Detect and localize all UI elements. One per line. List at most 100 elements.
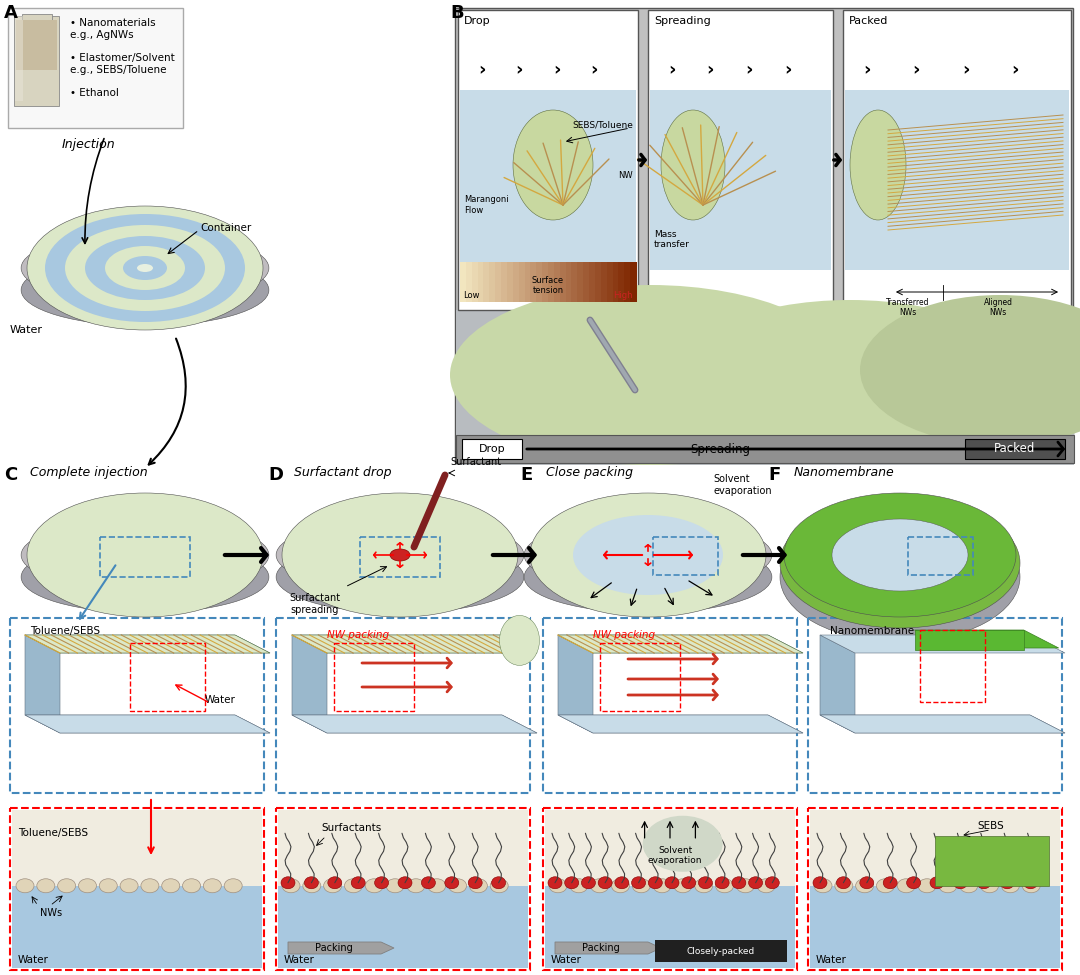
Text: Mass
transfer: Mass transfer bbox=[654, 230, 690, 250]
Bar bbox=[462, 439, 522, 459]
Ellipse shape bbox=[79, 878, 96, 893]
Bar bbox=[589, 262, 595, 302]
Polygon shape bbox=[288, 942, 394, 954]
Bar bbox=[919, 630, 985, 702]
Text: ›: › bbox=[784, 61, 792, 79]
Bar bbox=[276, 808, 530, 970]
Bar bbox=[22, 14, 52, 32]
Ellipse shape bbox=[16, 878, 33, 893]
Text: Water: Water bbox=[816, 955, 847, 965]
Ellipse shape bbox=[835, 878, 853, 893]
Bar bbox=[12, 885, 262, 968]
Ellipse shape bbox=[643, 816, 723, 872]
Text: Surfactants: Surfactants bbox=[321, 823, 381, 833]
Ellipse shape bbox=[513, 110, 593, 220]
Text: Packing: Packing bbox=[315, 943, 353, 953]
Bar bbox=[334, 643, 414, 711]
Text: SEBS/Toluene: SEBS/Toluene bbox=[572, 121, 633, 130]
Text: Packed: Packed bbox=[995, 443, 1036, 455]
Text: Marangoni
Flow: Marangoni Flow bbox=[464, 195, 509, 214]
Bar bbox=[571, 262, 578, 302]
Ellipse shape bbox=[699, 877, 713, 889]
Text: • Ethanol: • Ethanol bbox=[70, 88, 119, 98]
Ellipse shape bbox=[674, 878, 692, 893]
Ellipse shape bbox=[573, 515, 723, 595]
Ellipse shape bbox=[183, 878, 201, 893]
Bar bbox=[600, 643, 680, 711]
Bar bbox=[545, 810, 795, 885]
Bar bbox=[542, 262, 549, 302]
Text: Drop: Drop bbox=[478, 444, 505, 454]
Polygon shape bbox=[820, 635, 855, 733]
Polygon shape bbox=[820, 715, 1065, 733]
Bar bbox=[100, 537, 190, 577]
Bar bbox=[810, 885, 1059, 968]
Ellipse shape bbox=[766, 877, 780, 889]
Bar bbox=[578, 262, 583, 302]
Bar bbox=[496, 262, 501, 302]
Ellipse shape bbox=[855, 878, 874, 893]
Bar bbox=[507, 262, 513, 302]
Text: SEBS: SEBS bbox=[977, 821, 1004, 831]
Bar bbox=[935, 836, 1050, 885]
Bar bbox=[810, 810, 1059, 885]
Ellipse shape bbox=[715, 877, 729, 889]
Text: Transferred
NWs: Transferred NWs bbox=[887, 298, 930, 318]
Ellipse shape bbox=[445, 877, 459, 889]
Ellipse shape bbox=[524, 519, 772, 591]
Bar bbox=[460, 90, 636, 270]
Text: ›: › bbox=[706, 61, 714, 79]
Ellipse shape bbox=[591, 878, 609, 893]
Text: ›: › bbox=[515, 61, 523, 79]
Text: Solvent
evaporation: Solvent evaporation bbox=[648, 846, 702, 866]
Bar bbox=[845, 90, 1069, 270]
Polygon shape bbox=[558, 635, 804, 653]
Ellipse shape bbox=[661, 110, 725, 220]
Ellipse shape bbox=[22, 232, 269, 304]
Ellipse shape bbox=[530, 493, 766, 617]
Bar bbox=[843, 10, 1071, 310]
Ellipse shape bbox=[120, 878, 138, 893]
Bar bbox=[525, 262, 531, 302]
Bar bbox=[477, 262, 484, 302]
Bar bbox=[908, 537, 973, 575]
Text: Surfactant
spreading: Surfactant spreading bbox=[289, 593, 340, 614]
Polygon shape bbox=[292, 635, 537, 653]
Ellipse shape bbox=[365, 878, 383, 893]
Ellipse shape bbox=[836, 877, 850, 889]
Ellipse shape bbox=[57, 878, 76, 893]
Ellipse shape bbox=[499, 615, 540, 665]
Bar bbox=[456, 435, 1074, 463]
Bar bbox=[489, 262, 496, 302]
Ellipse shape bbox=[813, 877, 827, 889]
Text: B: B bbox=[450, 4, 463, 22]
Ellipse shape bbox=[897, 878, 915, 893]
Ellipse shape bbox=[716, 878, 733, 893]
Bar bbox=[455, 8, 1074, 463]
Bar bbox=[619, 262, 624, 302]
Text: ›: › bbox=[553, 61, 561, 79]
Ellipse shape bbox=[981, 878, 999, 893]
Ellipse shape bbox=[1022, 878, 1040, 893]
Bar bbox=[653, 537, 718, 575]
Polygon shape bbox=[25, 715, 270, 733]
Text: Drop: Drop bbox=[464, 16, 490, 26]
Bar bbox=[648, 10, 833, 310]
Ellipse shape bbox=[137, 264, 153, 272]
Ellipse shape bbox=[491, 877, 505, 889]
Ellipse shape bbox=[632, 878, 650, 893]
Ellipse shape bbox=[375, 877, 389, 889]
Bar bbox=[278, 810, 528, 885]
Bar bbox=[595, 262, 602, 302]
Ellipse shape bbox=[780, 498, 1020, 628]
Text: ›: › bbox=[745, 61, 753, 79]
Text: Injection: Injection bbox=[62, 138, 114, 151]
Bar bbox=[566, 262, 572, 302]
Text: ›: › bbox=[962, 61, 970, 79]
Ellipse shape bbox=[549, 878, 567, 893]
Ellipse shape bbox=[814, 878, 832, 893]
Ellipse shape bbox=[276, 519, 524, 591]
Ellipse shape bbox=[225, 878, 242, 893]
Bar bbox=[915, 630, 1024, 650]
Text: Aligned
NWs: Aligned NWs bbox=[984, 298, 1013, 318]
